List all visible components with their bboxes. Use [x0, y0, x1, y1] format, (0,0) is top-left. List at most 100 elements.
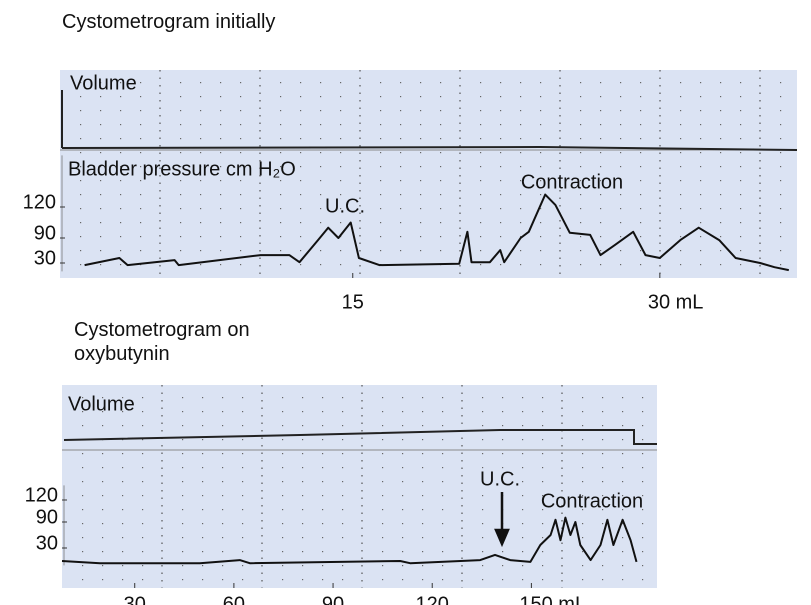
- paper-dot: [780, 82, 782, 84]
- paper-dot: [100, 236, 102, 238]
- paper-dot: [622, 397, 624, 399]
- paper-dot: [340, 152, 342, 154]
- paper-dot: [440, 110, 442, 112]
- paper-dot: [640, 236, 642, 238]
- paper-dot: [622, 481, 624, 483]
- paper-dot: [202, 523, 204, 525]
- paper-dot: [482, 551, 484, 553]
- paper-dot: [520, 180, 522, 182]
- paper-dot: [622, 453, 624, 455]
- paper-dot: [642, 579, 644, 581]
- paper-dot: [120, 82, 122, 84]
- y-tick-label: 90: [34, 222, 56, 244]
- paper-dot: [142, 551, 144, 553]
- paper-dot: [200, 110, 202, 112]
- paper-dot: [420, 82, 422, 84]
- paper-dot: [382, 467, 384, 469]
- paper-dot: [140, 152, 142, 154]
- paper-dot: [382, 579, 384, 581]
- paper-dot: [780, 264, 782, 266]
- paper-dot: [122, 481, 124, 483]
- paper-dot: [402, 509, 404, 511]
- paper-dot: [640, 124, 642, 126]
- paper-dot: [420, 110, 422, 112]
- paper-dot: [142, 523, 144, 525]
- paper-dot: [142, 439, 144, 441]
- paper-dot: [522, 551, 524, 553]
- paper-dot: [200, 82, 202, 84]
- paper-dot: [402, 495, 404, 497]
- y-tick-label: 30: [34, 247, 56, 269]
- paper-dot: [500, 124, 502, 126]
- paper-dot: [582, 425, 584, 427]
- paper-dot: [140, 250, 142, 252]
- paper-dot: [680, 138, 682, 140]
- paper-dot: [322, 551, 324, 553]
- paper-dot: [520, 166, 522, 168]
- paper-dot: [222, 495, 224, 497]
- paper-dot: [80, 194, 82, 196]
- paper-dot: [520, 138, 522, 140]
- paper-dot: [302, 523, 304, 525]
- paper-dot: [600, 264, 602, 266]
- paper-dot: [620, 236, 622, 238]
- paper-dot: [420, 152, 422, 154]
- paper-dot: [640, 250, 642, 252]
- paper-dot: [242, 411, 244, 413]
- paper-dot: [540, 180, 542, 182]
- paper-dot: [442, 439, 444, 441]
- paper-dot: [680, 180, 682, 182]
- paper-dot: [680, 222, 682, 224]
- paper-dot: [202, 495, 204, 497]
- paper-dot: [640, 208, 642, 210]
- paper-dot: [720, 82, 722, 84]
- paper-dot: [282, 411, 284, 413]
- paper-dot: [780, 152, 782, 154]
- paper-dot: [140, 236, 142, 238]
- paper-dot: [642, 439, 644, 441]
- paper-dot: [140, 208, 142, 210]
- paper-dot: [600, 180, 602, 182]
- paper-dot: [282, 495, 284, 497]
- paper-dot: [502, 425, 504, 427]
- paper-dot: [720, 236, 722, 238]
- paper-dot: [740, 208, 742, 210]
- paper-dot: [580, 138, 582, 140]
- paper-dot: [240, 250, 242, 252]
- paper-dot: [622, 509, 624, 511]
- paper-dot: [222, 537, 224, 539]
- paper-dot: [302, 439, 304, 441]
- paper-dot: [202, 439, 204, 441]
- paper-dot: [620, 96, 622, 98]
- paper-dot: [282, 425, 284, 427]
- paper-dot: [180, 250, 182, 252]
- paper-dot: [142, 495, 144, 497]
- paper-dot: [440, 138, 442, 140]
- paper-dot: [302, 509, 304, 511]
- paper-dot: [120, 110, 122, 112]
- paper-dot: [600, 166, 602, 168]
- paper-dot: [202, 467, 204, 469]
- paper-dot: [340, 124, 342, 126]
- paper-dot: [282, 579, 284, 581]
- paper-dot: [102, 537, 104, 539]
- paper-dot: [480, 96, 482, 98]
- paper-dot: [240, 138, 242, 140]
- paper-dot: [200, 222, 202, 224]
- paper-dot: [422, 537, 424, 539]
- paper-dot: [340, 82, 342, 84]
- paper-dot: [522, 481, 524, 483]
- paper-dot: [580, 124, 582, 126]
- paper-dot: [282, 397, 284, 399]
- paper-dot: [540, 236, 542, 238]
- paper-dot: [222, 551, 224, 553]
- paper-dot: [202, 481, 204, 483]
- x-tick-label: 90: [322, 593, 344, 605]
- paper-dot: [280, 208, 282, 210]
- paper-dot: [222, 467, 224, 469]
- paper-dot: [320, 124, 322, 126]
- paper-dot: [540, 152, 542, 154]
- paper-dot: [202, 397, 204, 399]
- paper-dot: [600, 110, 602, 112]
- paper-dot: [220, 180, 222, 182]
